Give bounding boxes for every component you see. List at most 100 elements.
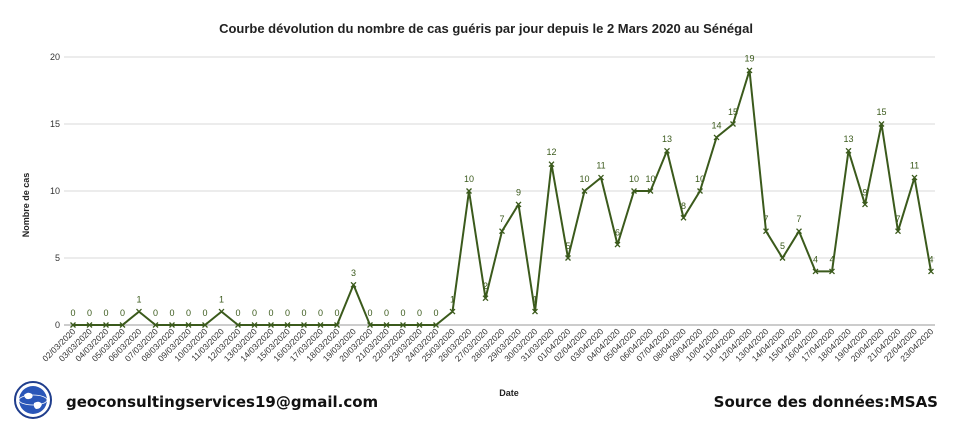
data-point-stroke bbox=[202, 322, 208, 328]
y-tick-label: 10 bbox=[50, 186, 60, 196]
data-point bbox=[251, 322, 258, 328]
data-point bbox=[383, 322, 390, 328]
data-point bbox=[730, 121, 736, 127]
data-point-stroke bbox=[416, 322, 423, 328]
data-point-stroke bbox=[581, 188, 588, 194]
data-point bbox=[86, 322, 93, 328]
data-point bbox=[862, 201, 868, 208]
data-point bbox=[284, 322, 291, 328]
data-point bbox=[598, 174, 604, 181]
data-point-stroke bbox=[284, 322, 291, 328]
data-point bbox=[895, 228, 901, 235]
data-label: 0 bbox=[202, 308, 207, 318]
data-point bbox=[218, 308, 225, 315]
data-point-stroke bbox=[449, 308, 456, 315]
data-point-stroke bbox=[515, 201, 522, 208]
data-point-stroke bbox=[928, 268, 934, 275]
data-label: 0 bbox=[103, 308, 108, 318]
data-label: 0 bbox=[268, 308, 273, 318]
data-point-stroke bbox=[400, 322, 406, 328]
data-label: 0 bbox=[400, 308, 405, 318]
data-label: 0 bbox=[186, 308, 191, 318]
footer-email: geoconsultingservices19@gmail.com bbox=[66, 393, 379, 411]
data-label: 9 bbox=[516, 187, 521, 197]
data-point bbox=[614, 241, 621, 248]
data-point bbox=[499, 228, 505, 235]
data-label: 3 bbox=[351, 268, 356, 278]
data-point-stroke bbox=[482, 295, 489, 302]
data-label: 0 bbox=[87, 308, 92, 318]
data-point bbox=[449, 308, 456, 315]
data-point bbox=[565, 255, 571, 261]
data-label: 0 bbox=[285, 308, 290, 318]
data-point bbox=[136, 308, 142, 315]
data-label: 13 bbox=[662, 134, 672, 144]
data-point bbox=[152, 322, 159, 328]
series-points bbox=[70, 67, 934, 328]
data-point bbox=[631, 188, 637, 194]
data-label: 7 bbox=[895, 214, 900, 224]
data-labels: 0 0 0 010 0 0 010 0 0 0 0 0 030 0 0 0 011027911251011610… bbox=[70, 53, 933, 318]
data-label: 0 bbox=[318, 308, 323, 318]
data-point bbox=[713, 134, 720, 141]
data-label: 10 bbox=[645, 174, 655, 184]
data-point-stroke bbox=[185, 322, 192, 328]
data-label: 7 bbox=[499, 214, 504, 224]
data-label: 11 bbox=[596, 161, 605, 171]
data-point bbox=[796, 228, 802, 235]
data-point bbox=[119, 322, 126, 328]
data-point-stroke bbox=[697, 188, 703, 194]
data-point-stroke bbox=[680, 214, 687, 221]
data-label: 15 bbox=[876, 107, 886, 117]
series-polyline bbox=[73, 69, 932, 326]
data-point bbox=[268, 322, 274, 328]
data-point bbox=[350, 281, 357, 288]
data-point bbox=[664, 147, 670, 154]
data-point-stroke bbox=[779, 255, 786, 261]
data-label: 4 bbox=[829, 254, 834, 264]
data-point bbox=[202, 322, 208, 328]
data-point bbox=[433, 322, 439, 328]
data-label: 0 bbox=[334, 308, 339, 318]
data-label: 10 bbox=[579, 174, 589, 184]
data-point-stroke bbox=[647, 188, 654, 194]
data-point-stroke bbox=[251, 322, 258, 328]
y-tick-label: 5 bbox=[55, 253, 60, 263]
data-label: 15 bbox=[728, 107, 738, 117]
data-label: 9 bbox=[862, 187, 867, 197]
data-point bbox=[482, 295, 489, 302]
data-point-stroke bbox=[367, 322, 373, 328]
data-point-stroke bbox=[631, 188, 637, 194]
y-tick-label: 15 bbox=[50, 119, 60, 129]
data-point bbox=[301, 322, 307, 328]
data-label: 13 bbox=[843, 134, 853, 144]
data-point-stroke bbox=[152, 322, 159, 328]
data-point-stroke bbox=[119, 322, 126, 328]
y-tick-label: 0 bbox=[55, 320, 60, 330]
data-label: 0 bbox=[367, 308, 372, 318]
data-point-stroke bbox=[383, 322, 390, 328]
data-point-stroke bbox=[614, 241, 621, 248]
data-point bbox=[235, 322, 241, 328]
data-label: 0 bbox=[70, 308, 75, 318]
data-point bbox=[647, 188, 654, 194]
data-point-stroke bbox=[862, 201, 868, 208]
data-point-stroke bbox=[86, 322, 93, 328]
data-label: 8 bbox=[681, 201, 686, 211]
data-point-stroke bbox=[730, 121, 736, 127]
data-point bbox=[746, 67, 753, 74]
data-point bbox=[515, 201, 522, 208]
data-point bbox=[334, 322, 340, 328]
data-point bbox=[466, 188, 472, 194]
data-label: 4 bbox=[813, 254, 818, 264]
x-axis-label: Date bbox=[499, 388, 519, 398]
data-label: 0 bbox=[417, 308, 422, 318]
data-point bbox=[416, 322, 423, 328]
data-label: 14 bbox=[711, 120, 721, 130]
data-point-stroke bbox=[895, 228, 901, 235]
data-label: 11 bbox=[910, 161, 919, 171]
globe-logo-icon bbox=[14, 381, 52, 419]
data-label: 1 bbox=[136, 295, 141, 305]
data-label: 6 bbox=[615, 228, 620, 238]
data-label: 7 bbox=[796, 214, 801, 224]
